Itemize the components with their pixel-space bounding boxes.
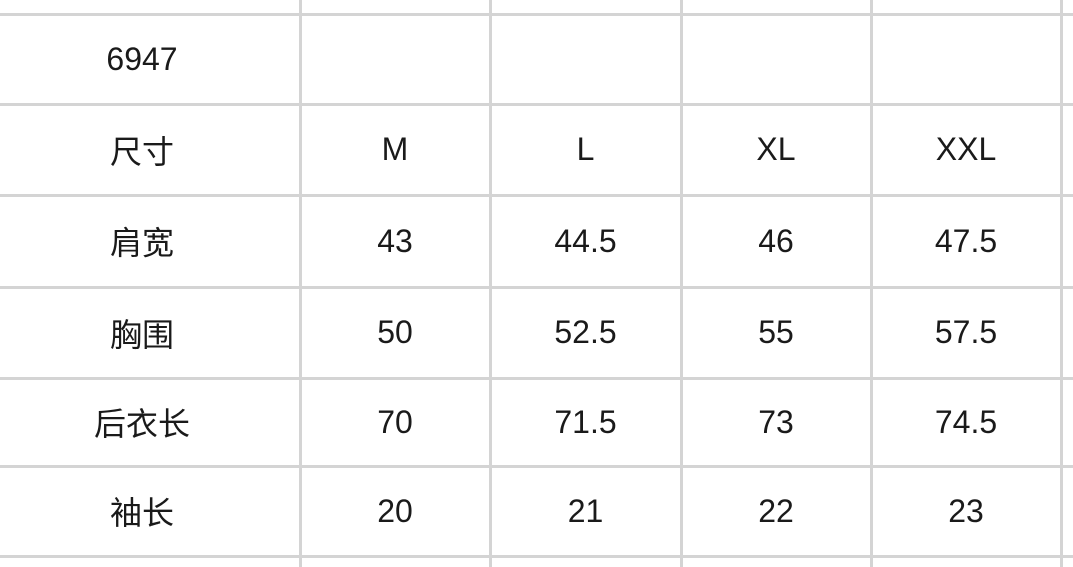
table-cell[interactable]: XXL	[935, 131, 997, 167]
row-label-cell[interactable]: 尺寸	[109, 133, 174, 170]
grid-line-horizontal	[0, 555, 1073, 558]
table-cell[interactable]: 43	[377, 222, 413, 259]
table-cell[interactable]: 73	[758, 403, 794, 440]
table-cell[interactable]: 22	[758, 492, 794, 529]
row-label-cell[interactable]: 肩宽	[109, 225, 174, 261]
grid-line-horizontal	[0, 465, 1073, 468]
table-cell[interactable]: 20	[377, 492, 413, 529]
table-cell[interactable]: 23	[948, 492, 984, 529]
table-cell[interactable]: 55	[758, 314, 794, 350]
grid-line-vertical	[1060, 0, 1063, 567]
grid-line-vertical	[299, 0, 302, 567]
row-label-cell[interactable]: 后衣长	[93, 406, 190, 442]
table-cell[interactable]: 46	[758, 222, 794, 259]
grid-line-horizontal	[0, 194, 1073, 197]
table-cell[interactable]: 71.5	[554, 403, 617, 440]
table-cell[interactable]: 47.5	[934, 222, 998, 259]
grid-line-vertical	[870, 0, 873, 567]
row-label-cell[interactable]: 6947	[106, 40, 178, 77]
table-cell[interactable]: 70	[377, 403, 413, 440]
table-cell[interactable]	[490, 14, 681, 104]
table-cell[interactable]: 57.5	[934, 314, 998, 350]
grid-line-horizontal	[0, 377, 1073, 380]
grid-line-horizontal	[0, 103, 1073, 106]
row-label-cell[interactable]: 胸围	[109, 316, 174, 353]
row-label-cell[interactable]: 袖长	[109, 495, 174, 531]
grid-line-horizontal	[0, 13, 1073, 16]
table-cell[interactable]: 52.5	[554, 314, 617, 350]
grid-line-vertical	[680, 0, 683, 567]
table-cell[interactable]: 50	[377, 314, 413, 350]
table-cell[interactable]	[871, 14, 1061, 104]
table-cell[interactable]: XL	[756, 131, 796, 167]
table-cell[interactable]: 21	[567, 492, 604, 529]
table-cell[interactable]: M	[381, 131, 409, 167]
table-cell[interactable]: 44.5	[554, 222, 617, 259]
grid-line-horizontal	[0, 286, 1073, 289]
table-cell[interactable]: 74.5	[934, 403, 998, 440]
table-cell[interactable]: L	[576, 131, 595, 167]
table-cell[interactable]	[681, 14, 871, 104]
grid-line-vertical	[489, 0, 492, 567]
table-cell[interactable]	[300, 14, 490, 104]
